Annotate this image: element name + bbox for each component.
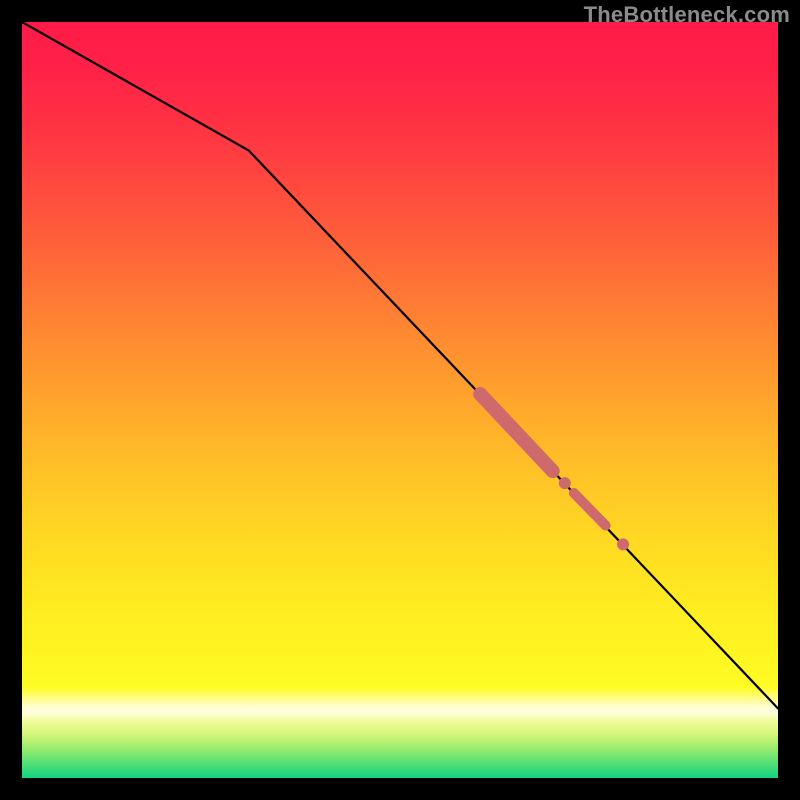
gradient-background	[22, 22, 778, 778]
chart-frame: TheBottleneck.com	[0, 0, 800, 800]
plot-area	[22, 22, 778, 778]
highlight-dot	[559, 477, 571, 489]
watermark-text: TheBottleneck.com	[584, 2, 790, 28]
gradient-heat-plot	[22, 22, 778, 778]
highlight-dot	[617, 538, 629, 550]
